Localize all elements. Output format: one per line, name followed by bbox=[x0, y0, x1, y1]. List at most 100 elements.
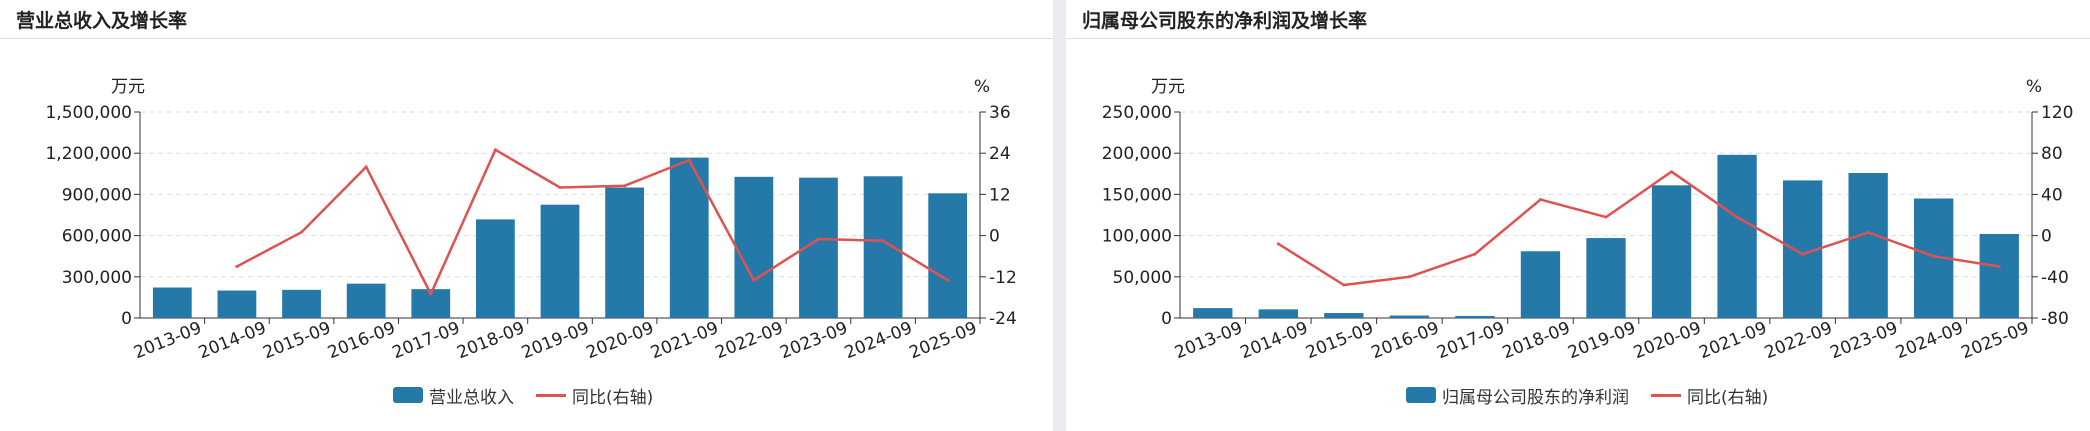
yoy-point[interactable] bbox=[946, 278, 950, 282]
yoy-point[interactable] bbox=[1735, 215, 1739, 219]
left-tick-label: 100,000 bbox=[1102, 227, 1172, 247]
yoy-point[interactable] bbox=[1670, 170, 1674, 174]
bar[interactable] bbox=[928, 193, 968, 318]
x-tick-label: 2018-09 bbox=[454, 318, 527, 363]
yoy-point[interactable] bbox=[1473, 252, 1477, 256]
x-tick-label: 2023-09 bbox=[1827, 318, 1900, 363]
x-tick-label: 2020-09 bbox=[583, 318, 656, 363]
legend-line-swatch bbox=[1651, 393, 1681, 397]
left-tick-label: 50,000 bbox=[1113, 268, 1172, 288]
legend-item-revenue[interactable]: 营业总收入 bbox=[393, 383, 514, 408]
profit-panel: 归属母公司股东的净利润及增长率 0 50,000 100,000 150,000 200… bbox=[1066, 0, 2090, 431]
bar[interactable] bbox=[1586, 238, 1626, 318]
yoy-point[interactable] bbox=[235, 265, 239, 268]
yoy-point[interactable] bbox=[1407, 275, 1411, 279]
left-tick-label: 1,500,000 bbox=[45, 103, 132, 123]
x-tick-label: 2013-09 bbox=[1172, 318, 1245, 363]
right-tick-label: 80 bbox=[2041, 144, 2063, 164]
yoy-point[interactable] bbox=[1801, 252, 1805, 256]
yoy-point[interactable] bbox=[1342, 283, 1346, 287]
bar[interactable] bbox=[1389, 315, 1430, 318]
bar[interactable] bbox=[863, 176, 903, 318]
bar[interactable] bbox=[346, 283, 386, 318]
right-tick-label: -40 bbox=[2041, 268, 2069, 288]
yoy-point[interactable] bbox=[816, 237, 820, 241]
x-tick-label: 2016-09 bbox=[1369, 318, 1442, 363]
x-tick-label: 2017-09 bbox=[1434, 318, 1507, 363]
yoy-point[interactable] bbox=[881, 239, 885, 243]
left-tick-label: 150,000 bbox=[1102, 185, 1172, 205]
yoy-line[interactable] bbox=[236, 148, 949, 296]
bar[interactable] bbox=[1848, 172, 1888, 318]
legend-label-yoy: 同比(右轴) bbox=[572, 387, 654, 408]
x-tick-label: 2019-09 bbox=[1565, 318, 1638, 363]
bar[interactable] bbox=[1979, 233, 2019, 318]
revenue-panel: 营业总收入及增长率 0 300,000 600,000 900,000 1,200,00… bbox=[0, 0, 1053, 431]
yoy-point[interactable] bbox=[300, 230, 304, 234]
left-tick-label: 0 bbox=[1161, 309, 1172, 329]
bar[interactable] bbox=[282, 289, 321, 318]
x-tick-label: 2021-09 bbox=[648, 318, 721, 363]
legend-item-yoy[interactable]: 同比(右轴) bbox=[536, 383, 653, 408]
yoy-point[interactable] bbox=[1276, 242, 1280, 246]
right-tick-label: 40 bbox=[2041, 185, 2063, 205]
yoy-point[interactable] bbox=[687, 158, 691, 162]
bar[interactable] bbox=[1520, 251, 1561, 318]
yoy-point[interactable] bbox=[623, 184, 627, 188]
x-tick-label: 2025-09 bbox=[1959, 318, 2032, 363]
bar[interactable] bbox=[1455, 315, 1495, 318]
bar[interactable] bbox=[1193, 308, 1233, 318]
yoy-point[interactable] bbox=[493, 148, 497, 152]
bar[interactable] bbox=[605, 187, 644, 318]
legend-bar-swatch bbox=[1406, 387, 1436, 403]
profit-chart: 0 50,000 100,000 150,000 200,000 250,000 -80 -4… bbox=[1102, 77, 2074, 363]
yoy-point[interactable] bbox=[1866, 231, 1870, 235]
x-tick-label: 2014-09 bbox=[196, 318, 269, 363]
bar[interactable] bbox=[734, 176, 774, 318]
legend-bar-swatch bbox=[393, 387, 423, 403]
revenue-panel-header: 营业总收入及增长率 bbox=[0, 0, 1053, 39]
legend-label-yoy: 同比(右轴) bbox=[1687, 387, 1769, 408]
bar[interactable] bbox=[1258, 309, 1298, 318]
legend-item-profit[interactable]: 归属母公司股东的净利润 bbox=[1406, 383, 1629, 408]
x-tick-label: 2013-09 bbox=[131, 318, 204, 363]
bar[interactable] bbox=[152, 287, 192, 318]
bar[interactable] bbox=[1651, 185, 1692, 318]
yoy-point[interactable] bbox=[429, 292, 433, 296]
yoy-point[interactable] bbox=[1604, 215, 1608, 219]
x-tick-label: 2016-09 bbox=[325, 318, 398, 363]
left-unit-label: 万元 bbox=[111, 77, 145, 97]
bar[interactable] bbox=[669, 157, 709, 318]
left-unit-label: 万元 bbox=[1151, 77, 1185, 97]
x-tick-label: 2019-09 bbox=[519, 318, 592, 363]
bar[interactable] bbox=[476, 219, 515, 318]
x-tick-label: 2015-09 bbox=[1303, 318, 1376, 363]
right-tick-label: 24 bbox=[989, 144, 1011, 164]
yoy-point[interactable] bbox=[1538, 198, 1542, 202]
yoy-point[interactable] bbox=[752, 278, 756, 282]
bar[interactable] bbox=[1717, 154, 1757, 318]
yoy-point[interactable] bbox=[558, 186, 562, 190]
yoy-line[interactable] bbox=[1277, 170, 2000, 287]
left-tick-label: 0 bbox=[121, 309, 132, 329]
yoy-point[interactable] bbox=[1932, 254, 1936, 258]
yoy-point[interactable] bbox=[1997, 265, 2001, 268]
right-tick-label: 36 bbox=[989, 103, 1011, 123]
bar[interactable] bbox=[217, 290, 257, 318]
left-tick-label: 250,000 bbox=[1102, 103, 1172, 123]
revenue-legend: 营业总收入 同比(右轴) bbox=[393, 383, 675, 408]
left-tick-label: 200,000 bbox=[1102, 144, 1172, 164]
legend-label-profit: 归属母公司股东的净利润 bbox=[1442, 387, 1629, 408]
revenue-chart-title: 营业总收入及增长率 bbox=[16, 10, 188, 32]
bar[interactable] bbox=[1324, 313, 1364, 318]
bar[interactable] bbox=[540, 204, 580, 318]
left-tick-label: 1,200,000 bbox=[45, 144, 132, 164]
x-tick-label: 2025-09 bbox=[907, 318, 980, 363]
right-tick-label: 0 bbox=[2041, 227, 2052, 247]
right-tick-label: -80 bbox=[2041, 309, 2069, 329]
yoy-point[interactable] bbox=[364, 165, 368, 169]
x-tick-label: 2020-09 bbox=[1631, 318, 1704, 363]
left-tick-label: 900,000 bbox=[62, 185, 132, 205]
legend-item-yoy[interactable]: 同比(右轴) bbox=[1651, 383, 1768, 408]
profit-legend: 归属母公司股东的净利润 同比(右轴) bbox=[1406, 383, 1790, 408]
